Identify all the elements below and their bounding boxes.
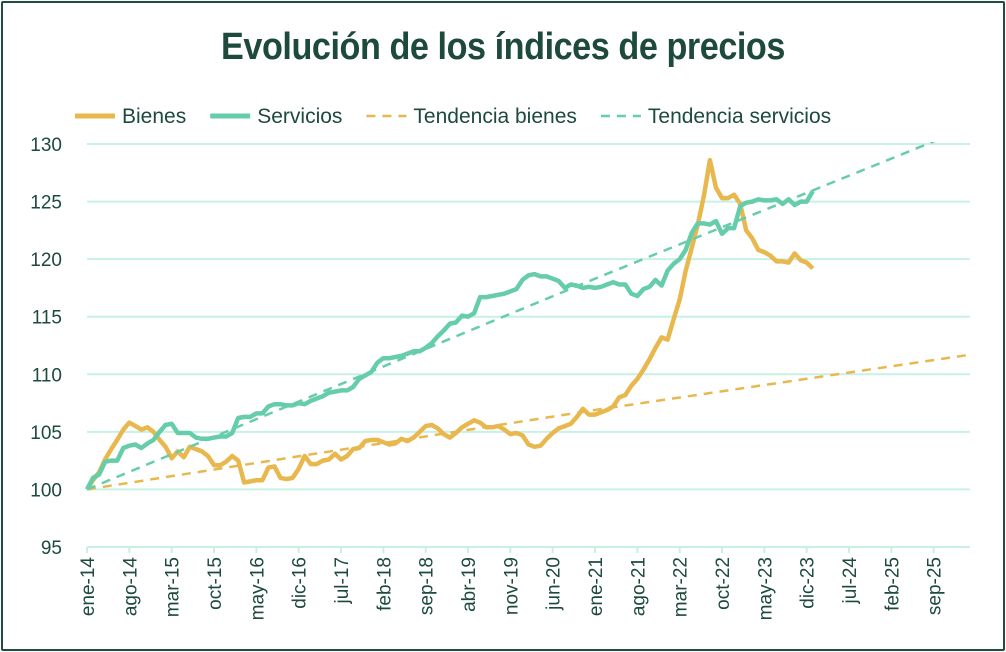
- legend-label: Servicios: [257, 105, 342, 128]
- y-tick-label: 110: [32, 365, 62, 386]
- x-tick-label: ene-14: [78, 557, 99, 617]
- y-tick-label: 100: [30, 480, 62, 501]
- x-tick-label: ago-21: [628, 557, 649, 616]
- x-tick-label: dic-23: [798, 557, 819, 609]
- y-tick-label: 130: [30, 135, 62, 156]
- y-tick-label: 115: [32, 308, 62, 329]
- chart-title: Evolución de los índices de precios: [221, 26, 785, 68]
- x-tick-label: feb-25: [882, 557, 903, 611]
- x-tick-label: dic-16: [290, 557, 311, 609]
- y-tick-label: 125: [30, 193, 62, 214]
- x-tick-label: may-23: [755, 557, 776, 620]
- y-tick-label: 120: [30, 250, 62, 271]
- x-tick-label: abr-19: [459, 557, 480, 612]
- legend-label: Bienes: [122, 105, 186, 128]
- series-line-tendencia-servicios: [86, 142, 936, 491]
- x-tick-label: jun-20: [544, 557, 565, 611]
- legend-label: Tendencia bienes: [413, 105, 576, 128]
- x-tick-label: mar-15: [163, 557, 184, 617]
- x-tick-label: ago-14: [120, 557, 141, 617]
- x-tick-label: sep-25: [925, 557, 946, 615]
- legend-label: Tendencia servicios: [648, 105, 831, 128]
- x-tick-label: mar-22: [671, 557, 692, 617]
- x-tick-label: nov-19: [501, 557, 522, 615]
- x-tick-label: ene-21: [586, 557, 607, 616]
- y-tick-label: 105: [30, 423, 62, 444]
- x-tick-label: feb-18: [374, 557, 395, 611]
- y-tick-label: 95: [41, 538, 62, 559]
- x-tick-label: sep-18: [417, 557, 438, 615]
- series-line-bienes: [85, 157, 815, 491]
- x-tick-label: jul-17: [332, 557, 353, 604]
- x-tick-label: oct-22: [713, 557, 734, 610]
- x-tick-label: may-16: [247, 557, 268, 620]
- x-tick-label: jul-24: [840, 557, 861, 605]
- series-line-tendencia-bienes: [86, 353, 970, 491]
- x-tick-label: oct-15: [205, 557, 226, 610]
